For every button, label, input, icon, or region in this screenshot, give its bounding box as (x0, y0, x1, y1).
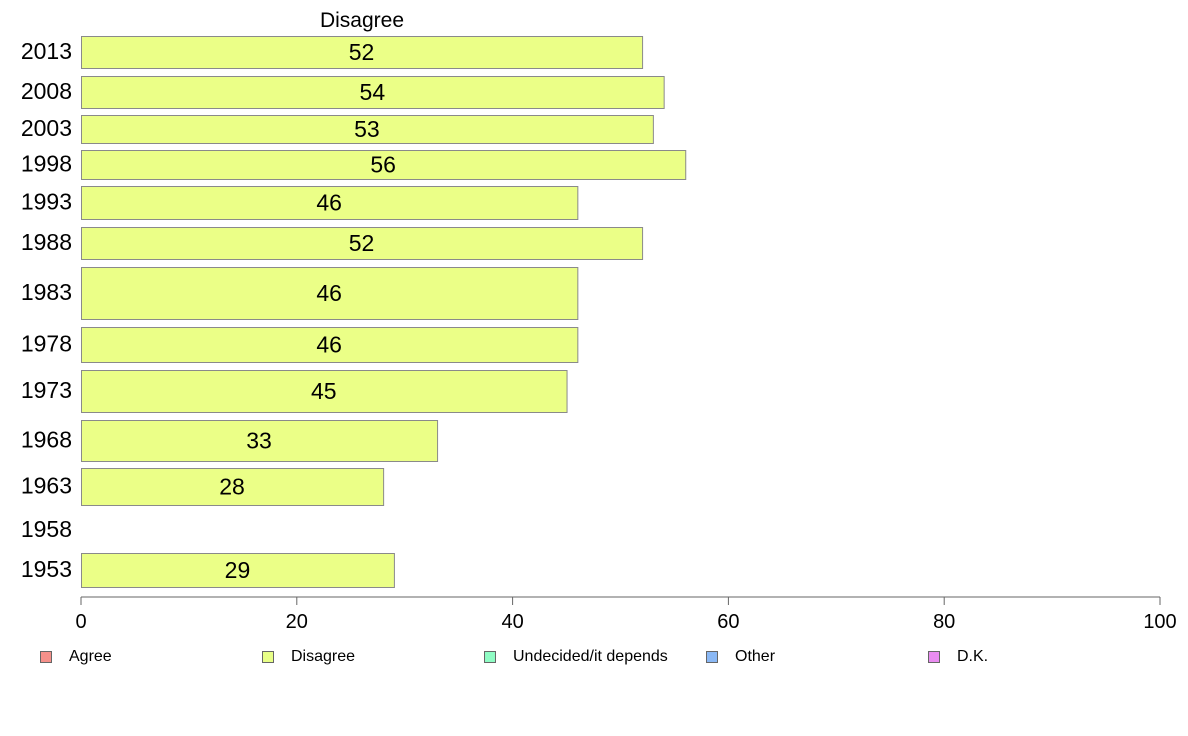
year-label: 1983 (21, 279, 72, 305)
year-label: 1978 (21, 331, 72, 357)
bar (81, 76, 665, 109)
year-label: 2003 (21, 115, 72, 141)
bar (81, 150, 687, 180)
year-label: 2008 (21, 78, 72, 104)
bar (81, 115, 654, 144)
year-label: 1993 (21, 189, 72, 215)
bar (81, 227, 644, 260)
bar (81, 186, 579, 220)
chart-title: Disagree (320, 9, 404, 32)
disagree-bar-chart: Disagree 2013 52 2008 54 2003 53 1998 56 1993 46 1… (21, 9, 1177, 633)
x-tick-label: 60 (717, 611, 739, 633)
legend-label: Agree (69, 648, 112, 665)
legend-item: Disagree (262, 648, 355, 666)
year-label: 1968 (21, 427, 72, 453)
legend-swatch (706, 651, 718, 663)
data-label: 56 (370, 152, 396, 178)
legend-label: Other (735, 648, 776, 665)
bar (81, 468, 385, 506)
year-label: 1988 (21, 229, 72, 255)
legend-item: Other (706, 648, 775, 666)
x-tick-label: 80 (933, 611, 955, 633)
year-label: 1953 (21, 556, 72, 582)
bar (81, 370, 568, 413)
x-tick-label: 40 (501, 611, 523, 633)
year-label: 1963 (21, 473, 72, 499)
data-label: 33 (246, 428, 272, 454)
data-label: 52 (349, 230, 375, 256)
bar (81, 553, 395, 588)
bar (81, 327, 579, 363)
year-label: 1973 (21, 377, 72, 403)
legend-label: D.K. (957, 648, 989, 665)
legend-swatch (262, 651, 274, 663)
legend-swatch (484, 651, 496, 663)
data-label: 46 (316, 190, 342, 216)
data-label: 53 (354, 116, 380, 142)
bars-group: 2013 52 2008 54 2003 53 1998 56 1993 46 1988 52 1983… (21, 36, 687, 588)
legend-swatch (928, 651, 940, 663)
legend-swatch (40, 651, 52, 663)
bar (81, 267, 579, 320)
legend-item: Undecided/it depends (484, 648, 668, 666)
legend: Agree Disagree Undecided/it depends Other D.… (0, 648, 1188, 674)
legend-item: Agree (40, 648, 112, 666)
data-label: 28 (219, 474, 245, 500)
bar (81, 420, 439, 462)
x-tick-label: 0 (75, 611, 86, 633)
data-label: 45 (311, 378, 337, 404)
bar (81, 36, 644, 69)
data-label: 46 (316, 280, 342, 306)
legend-item: D.K. (928, 648, 988, 666)
x-tick-label: 100 (1143, 611, 1176, 633)
legend-label: Undecided/it depends (513, 648, 668, 665)
year-label: 1958 (21, 516, 72, 542)
x-tick-label: 20 (286, 611, 308, 633)
year-label: 2013 (21, 38, 72, 64)
legend-label: Disagree (291, 648, 356, 665)
data-label: 52 (349, 39, 375, 65)
data-label: 54 (360, 79, 386, 105)
x-axis: 0 20 40 60 80 100 (75, 596, 1177, 633)
data-label: 29 (225, 557, 251, 583)
data-label: 46 (316, 332, 342, 358)
year-label: 1998 (21, 151, 72, 177)
